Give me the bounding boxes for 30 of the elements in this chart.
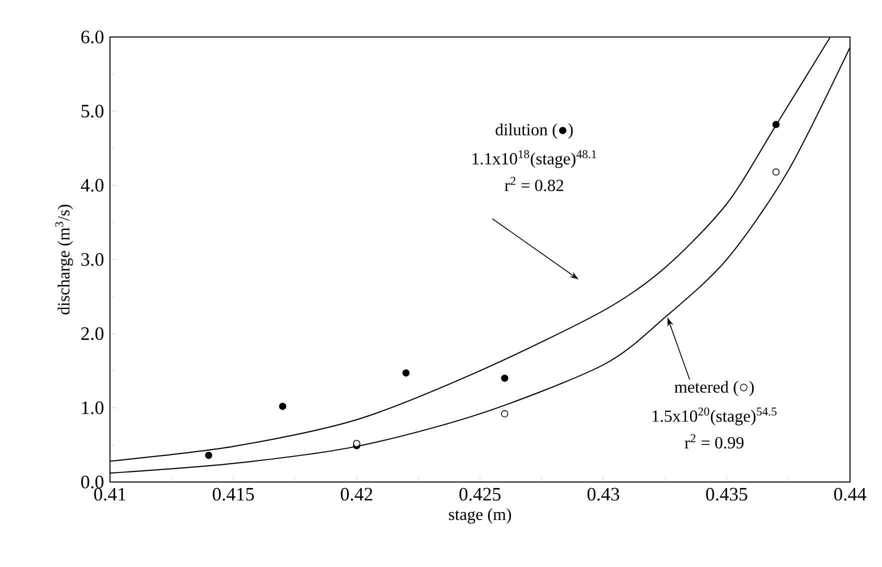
annotation: 1.1x10$^{18}$(stage)$^{48.1}$ xyxy=(472,150,596,168)
x-tick-label: 0.415 xyxy=(212,488,254,501)
y-tick-label: 1.0 xyxy=(82,401,104,414)
point xyxy=(501,410,508,418)
x-tick-label: 0.42 xyxy=(340,488,372,501)
annotation: dilution (●) xyxy=(496,123,573,139)
x-tick-label: 0.41 xyxy=(94,488,126,501)
point xyxy=(402,369,410,377)
y-tick-label: 3.0 xyxy=(81,253,104,266)
point xyxy=(279,402,286,410)
point xyxy=(353,440,360,448)
y-axis-title: discharge (m$^{3}$/s) xyxy=(55,204,74,314)
point xyxy=(501,374,508,382)
y-tick-label: 2.0 xyxy=(81,327,104,340)
x-axis-title: stage (m) xyxy=(448,508,511,524)
x-tick-label: 0.435 xyxy=(706,488,748,501)
x-tick-label: 0.425 xyxy=(459,488,501,501)
annotation: r$^{2}$ = 0.82 xyxy=(504,176,564,192)
annotation: r$^{2}$ = 0.99 xyxy=(684,434,744,449)
x-tick-label: 0.44 xyxy=(834,488,866,501)
y-tick-label: 0.0 xyxy=(81,476,104,488)
y-tick-label: 5.0 xyxy=(82,104,104,118)
x-tick-label: 0.43 xyxy=(587,488,620,501)
y-tick-label: 4.0 xyxy=(80,178,104,192)
annotation: 1.5x10$^{20}$(stage)$^{54.5}$ xyxy=(652,408,777,426)
point xyxy=(772,168,780,176)
annotation: metered (○) xyxy=(674,380,754,396)
point xyxy=(772,120,780,128)
y-tick-label: 6.0 xyxy=(81,30,104,44)
point xyxy=(205,452,212,459)
